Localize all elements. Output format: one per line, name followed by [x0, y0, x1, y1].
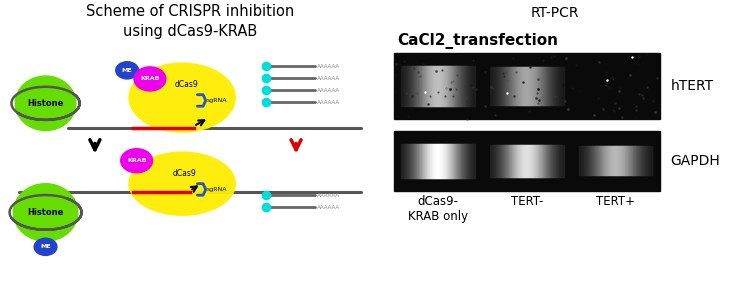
- Circle shape: [120, 149, 153, 173]
- Circle shape: [116, 62, 139, 79]
- Ellipse shape: [129, 63, 235, 132]
- Text: AAAAAA: AAAAAA: [317, 88, 340, 93]
- Text: sgRNA: sgRNA: [207, 187, 227, 192]
- Text: AAAAAA: AAAAAA: [317, 75, 340, 81]
- Text: GAPDH: GAPDH: [670, 154, 721, 168]
- FancyBboxPatch shape: [393, 131, 660, 191]
- FancyBboxPatch shape: [393, 53, 660, 119]
- Text: AAAAAA: AAAAAA: [317, 100, 340, 105]
- Text: AAAAAA: AAAAAA: [317, 205, 340, 210]
- Text: TERT+: TERT+: [596, 195, 635, 208]
- Ellipse shape: [129, 152, 235, 215]
- Text: TERT-: TERT-: [510, 195, 543, 208]
- Text: KRAB: KRAB: [127, 158, 147, 163]
- Circle shape: [34, 238, 57, 255]
- Text: RT-PCR: RT-PCR: [531, 6, 579, 20]
- Text: AAAAAA: AAAAAA: [317, 63, 340, 69]
- Text: hTERT: hTERT: [670, 79, 713, 93]
- Text: Histone: Histone: [27, 208, 64, 217]
- Text: KRAB: KRAB: [140, 76, 160, 82]
- Ellipse shape: [15, 76, 76, 131]
- Text: Histone: Histone: [27, 99, 64, 108]
- Text: AAAAAA: AAAAAA: [317, 193, 340, 198]
- Text: dCas9: dCas9: [174, 80, 198, 89]
- Text: CaCl2_transfection: CaCl2_transfection: [397, 33, 558, 49]
- Text: dCas9: dCas9: [172, 169, 196, 178]
- Circle shape: [134, 67, 166, 91]
- Text: Scheme of CRISPR inhibition
using dCas9-KRAB: Scheme of CRISPR inhibition using dCas9-…: [85, 4, 294, 39]
- Text: sgRNA: sgRNA: [207, 98, 227, 103]
- Text: ME: ME: [122, 68, 132, 73]
- Ellipse shape: [13, 184, 78, 241]
- Text: ME: ME: [40, 244, 51, 249]
- Text: dCas9-
KRAB only: dCas9- KRAB only: [408, 195, 468, 223]
